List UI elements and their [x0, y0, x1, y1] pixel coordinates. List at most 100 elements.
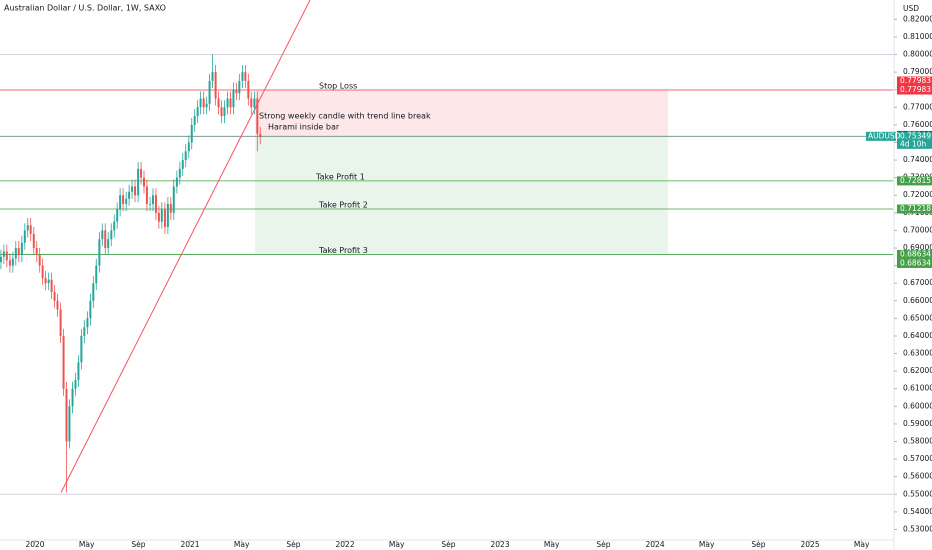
y-tick-label: 0.63000: [903, 349, 932, 358]
reward-zone: [255, 136, 669, 255]
y-tick-label: 0.67000: [903, 278, 932, 287]
symbol: AUDUSD: [868, 131, 901, 140]
candle-body: [199, 98, 202, 108]
annotation: Strong weekly candle with trend line bre…: [259, 112, 431, 121]
y-tick-label: 0.69000: [903, 243, 932, 252]
level-name: Take Profit 2: [318, 200, 368, 209]
price-badge-text: 0.77983: [900, 85, 931, 94]
candle-body: [160, 209, 163, 222]
level-name: Stop Loss: [319, 82, 357, 91]
candle-body: [208, 80, 211, 104]
candle-body: [56, 300, 59, 310]
countdown-badge: [897, 139, 932, 149]
candle-body: [232, 89, 235, 108]
y-tick-label: 0.58000: [903, 436, 932, 445]
y-tick-label: 0.79000: [903, 67, 932, 76]
candle-body: [169, 204, 172, 213]
candle-body: [175, 177, 178, 187]
candle-body: [119, 195, 122, 210]
candle-body: [107, 239, 110, 249]
y-tick-label: 0.82000: [903, 14, 932, 23]
candle-body: [217, 98, 220, 108]
candle-body: [244, 72, 247, 81]
y-tick-label: 0.76000: [903, 120, 932, 129]
y-tick-label: 0.59000: [903, 419, 932, 428]
candle-body: [101, 230, 104, 240]
y-tick-label: 0.74000: [903, 155, 932, 164]
candle-body: [110, 230, 113, 240]
y-tick-label: 0.56000: [903, 472, 932, 481]
candle-body: [226, 98, 229, 108]
price-badge-text: 0.72815: [900, 176, 931, 185]
x-tick-label: May: [544, 540, 560, 549]
candle-body: [172, 186, 175, 213]
candle-body: [154, 195, 157, 213]
x-tick-label: Sep: [286, 540, 300, 549]
candle-body: [256, 98, 259, 134]
price-badge-text: 0.77983: [900, 76, 931, 85]
candle-body: [26, 225, 29, 231]
x-tick-label: Sep: [751, 540, 765, 549]
candle-body: [187, 142, 190, 152]
candle-body: [62, 335, 65, 389]
candle-body: [35, 248, 38, 256]
candle-body: [50, 279, 53, 292]
level-name: Take Profit 1: [315, 172, 365, 181]
x-tick-label: 2020: [25, 540, 44, 549]
candle-body: [223, 107, 226, 117]
candle-body: [235, 89, 238, 94]
x-tick-label: May: [854, 540, 870, 549]
y-tick-label: 0.77000: [903, 102, 932, 111]
x-tick-label: 2024: [646, 540, 665, 549]
candle-body: [65, 388, 68, 442]
candle-body: [211, 72, 214, 81]
candle-body: [53, 291, 56, 301]
price-badge: [897, 249, 932, 259]
y-tick-label: 0.53000: [903, 524, 932, 533]
candle-body: [68, 406, 71, 442]
level-name: Take Profit 3: [318, 246, 368, 255]
candle-body: [116, 209, 119, 222]
candle-body: [140, 168, 143, 178]
x-tick-label: May: [79, 540, 95, 549]
candle-body: [29, 225, 32, 234]
x-tick-label: 2021: [180, 540, 199, 549]
y-tick-label: 0.66000: [903, 296, 932, 305]
candle-body: [92, 283, 95, 301]
candle-body: [149, 204, 152, 205]
candle-body: [38, 255, 41, 266]
candle-body: [14, 248, 17, 259]
candle-body: [131, 186, 134, 192]
candle-body: [0, 256, 2, 263]
candle-body: [59, 309, 62, 336]
y-tick-label: 0.55000: [903, 489, 932, 498]
y-tick-label: 0.81000: [903, 32, 932, 41]
candle-body: [145, 186, 148, 205]
y-tick-label: 0.80000: [903, 50, 932, 59]
price-badge-text: 0.71218: [900, 204, 931, 213]
y-tick-label: 0.65000: [903, 313, 932, 322]
candle-body: [80, 335, 83, 363]
candle-body: [104, 230, 107, 249]
chart-title: Australian Dollar / U.S. Dollar, 1W, SAX…: [4, 4, 166, 13]
candle-body: [241, 72, 244, 81]
candle-body: [128, 191, 131, 199]
candle-body: [250, 98, 253, 108]
candle-body: [143, 177, 146, 187]
candle-body: [44, 277, 47, 284]
candle-body: [190, 124, 193, 143]
price-badge: [897, 204, 932, 214]
candle-body: [89, 300, 92, 319]
x-tick-label: May: [389, 540, 405, 549]
candle-body: [137, 168, 140, 196]
candle-body: [193, 116, 196, 125]
candle-body: [220, 107, 223, 117]
candle-body: [202, 98, 205, 108]
x-tick-label: May: [234, 540, 250, 549]
symbol-badge: [866, 131, 896, 141]
price-badge: [897, 85, 932, 95]
candle-body: [122, 195, 125, 205]
price-badge-text: 0.68634: [900, 249, 931, 258]
price-badge: [897, 76, 932, 86]
